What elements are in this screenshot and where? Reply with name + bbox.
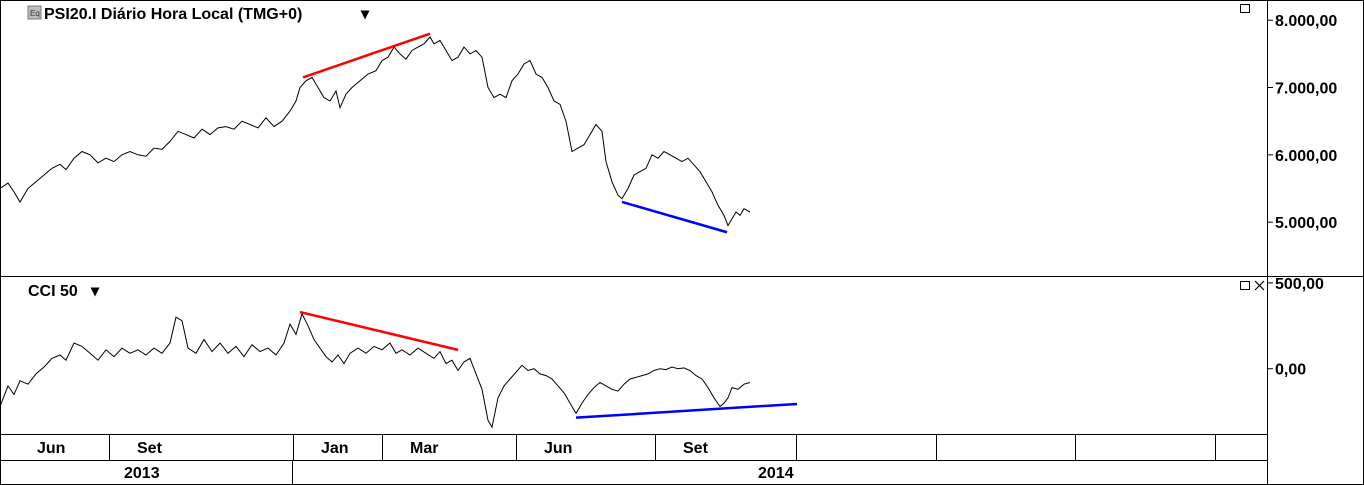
month-label: Jun — [37, 440, 65, 457]
svg-text:Eq: Eq — [30, 9, 40, 18]
month-label: Set — [683, 440, 709, 457]
time-axis: Jun Set Jan Mar Jun Set 2013 2014 — [0, 434, 1268, 485]
month-cells: Jun Set Jan Mar Jun Set — [37, 434, 1216, 460]
month-label: Mar — [410, 440, 438, 457]
price-y-tick-label: 8.000,00 — [1275, 13, 1337, 30]
cci-chart-title: CCI 50 — [28, 283, 78, 300]
month-label: Jun — [544, 440, 572, 457]
price-trendline[interactable] — [621, 200, 728, 234]
cci-y-ticks: 500,00 0,00 — [1267, 276, 1324, 379]
price-trendline[interactable] — [302, 32, 431, 79]
cci-y-tick-label: 500,00 — [1275, 276, 1324, 293]
price-y-tick-label: 5.000,00 — [1275, 215, 1337, 232]
price-series-line — [0, 36, 751, 227]
cci-y-tick-label: 0,00 — [1275, 362, 1306, 379]
price-chart-title: PSI20.I Diário Hora Local (TMG+0) — [44, 6, 302, 23]
year-label: 2013 — [124, 465, 160, 482]
year-cells: 2013 2014 — [124, 460, 794, 485]
price-series — [0, 36, 751, 227]
instrument-icon: Eq — [27, 5, 42, 20]
cci-maximize-icon[interactable] — [1240, 281, 1250, 290]
cci-trendline[interactable] — [575, 402, 798, 419]
price-y-tick-label: 7.000,00 — [1275, 81, 1337, 98]
cci-trendlines — [299, 310, 798, 419]
cci-pane: CCI 50 ▾ 500,00 0,00 — [0, 276, 1324, 434]
price-title-dropdown[interactable]: ▾ — [360, 6, 370, 23]
cci-trendline[interactable] — [299, 310, 459, 352]
price-y-ticks: 8.000,00 7.000,00 6.000,00 5.000,00 — [1267, 13, 1337, 232]
cci-title-dropdown[interactable]: ▾ — [90, 283, 100, 300]
price-trendlines — [302, 32, 728, 234]
cci-series-line — [0, 312, 751, 429]
cci-series — [0, 312, 751, 429]
month-label: Set — [137, 440, 163, 457]
year-label: 2014 — [758, 465, 794, 482]
price-maximize-icon[interactable] — [1240, 4, 1250, 13]
price-pane: Eq PSI20.I Diário Hora Local (TMG+0) ▾ 8… — [0, 0, 1364, 277]
cci-close-icon[interactable] — [1254, 280, 1265, 291]
month-label: Jan — [321, 440, 349, 457]
price-y-tick-label: 6.000,00 — [1275, 148, 1337, 165]
